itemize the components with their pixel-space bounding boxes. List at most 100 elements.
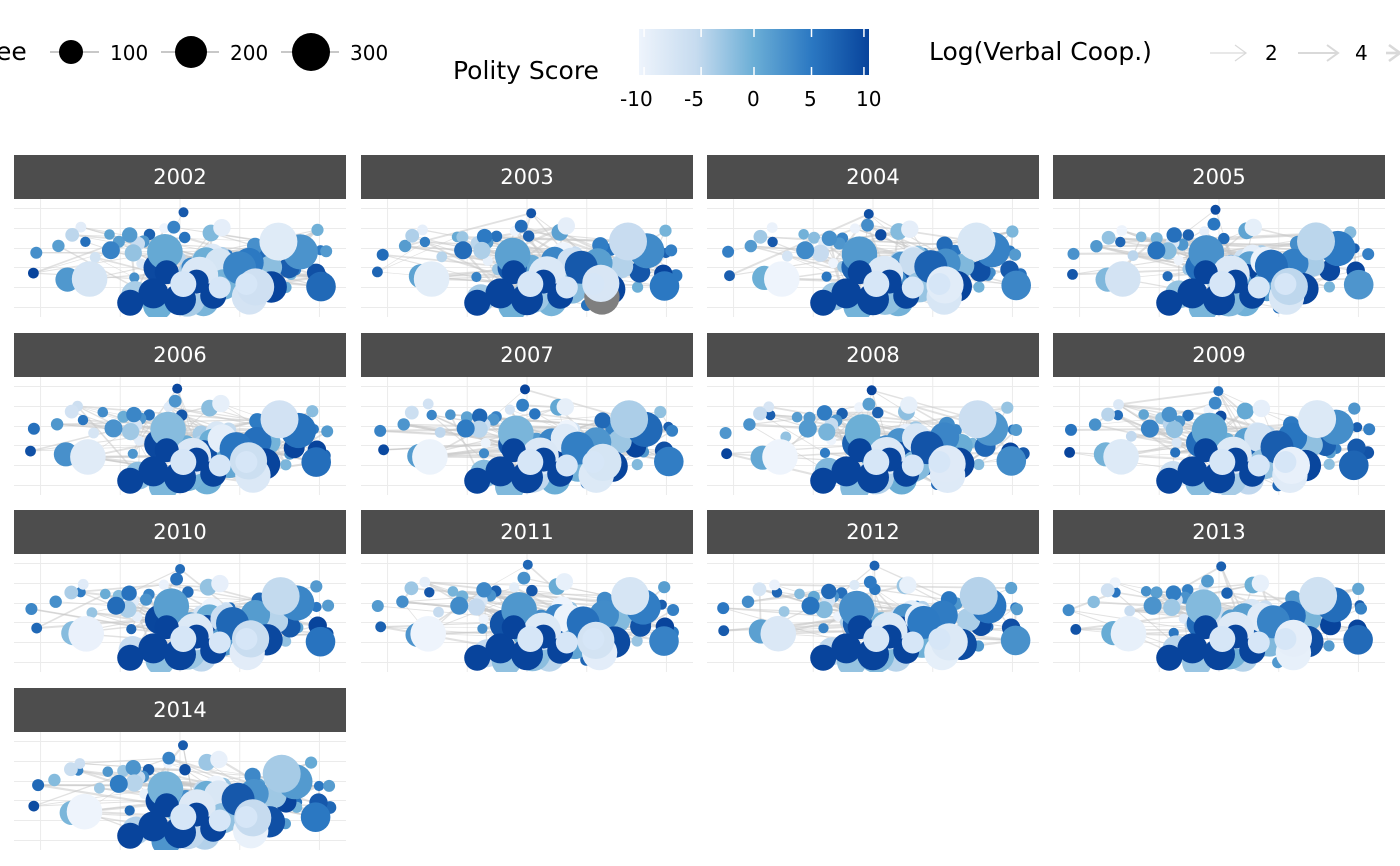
- size-legend-title: ee: [0, 37, 27, 66]
- facet-panel-2003: 2003: [361, 155, 693, 317]
- network-plot-2011: [361, 554, 693, 672]
- country-node: [1162, 271, 1173, 282]
- country-node: [1218, 232, 1230, 245]
- country-node: [1150, 586, 1163, 599]
- country-node: [410, 616, 446, 652]
- country-node: [766, 222, 778, 233]
- country-node: [1182, 409, 1194, 422]
- country-node: [794, 588, 805, 600]
- facet-strip-label: 2002: [14, 155, 346, 199]
- country-node: [1090, 240, 1103, 253]
- facet-panel-2004: 2004: [707, 155, 1039, 317]
- country-node: [433, 606, 444, 618]
- edge: [978, 429, 1017, 466]
- edge: [483, 564, 528, 591]
- edge: [128, 568, 181, 594]
- country-node: [1101, 407, 1115, 422]
- country-node: [1363, 423, 1376, 436]
- country-node: [65, 228, 80, 242]
- nodes: [28, 740, 337, 850]
- country-node: [117, 289, 144, 316]
- country-node: [936, 236, 953, 253]
- country-node: [526, 208, 537, 219]
- country-node: [208, 454, 231, 477]
- facet-strip-label: 2006: [14, 333, 346, 377]
- country-node: [1274, 628, 1297, 650]
- country-node: [1348, 402, 1361, 415]
- country-node: [476, 582, 492, 598]
- country-node: [1113, 399, 1124, 410]
- country-node: [722, 245, 735, 258]
- country-node: [1156, 289, 1183, 316]
- country-node: [179, 231, 191, 244]
- country-node: [1011, 603, 1023, 616]
- country-node: [235, 273, 258, 295]
- facet-strip-label: 2013: [1053, 510, 1385, 554]
- country-node: [719, 427, 732, 439]
- country-node: [821, 583, 837, 600]
- country-node: [153, 588, 190, 624]
- country-node: [77, 414, 89, 426]
- country-node: [436, 251, 448, 263]
- country-node: [741, 595, 755, 608]
- country-node: [1173, 255, 1184, 266]
- country-node: [129, 272, 140, 283]
- country-node: [31, 622, 43, 634]
- country-node: [426, 409, 437, 421]
- country-node: [478, 614, 489, 625]
- country-node: [516, 398, 529, 412]
- network-plot-2007: [361, 377, 693, 495]
- country-node: [654, 446, 684, 477]
- country-node: [609, 222, 647, 261]
- country-node: [1064, 447, 1075, 458]
- nodes: [717, 560, 1031, 672]
- edge: [1093, 600, 1153, 607]
- country-node: [419, 576, 431, 588]
- country-node: [490, 230, 503, 242]
- country-node: [210, 750, 228, 769]
- country-node: [811, 244, 829, 262]
- country-node: [555, 573, 574, 591]
- country-node: [143, 409, 155, 421]
- country-node: [170, 271, 197, 297]
- country-node: [306, 405, 319, 418]
- country-node: [1105, 261, 1141, 297]
- country-node: [1103, 439, 1139, 475]
- size-legend-keys: [50, 33, 339, 71]
- network-plot-2012: [707, 554, 1039, 672]
- country-node: [509, 582, 520, 593]
- network-plot-2002: [14, 199, 346, 317]
- country-node: [100, 588, 111, 600]
- country-node: [280, 635, 292, 647]
- country-node: [810, 467, 837, 494]
- country-node: [1156, 644, 1183, 671]
- edge: [841, 565, 875, 594]
- nodes: [25, 383, 334, 495]
- country-node: [1221, 587, 1233, 599]
- country-node: [485, 456, 516, 487]
- country-node: [1209, 449, 1236, 475]
- country-node: [320, 245, 333, 258]
- country-node: [147, 234, 183, 270]
- facet-strip-label: 2012: [707, 510, 1039, 554]
- country-node: [50, 418, 64, 431]
- country-node: [280, 459, 292, 471]
- edge: [79, 762, 253, 777]
- country-node: [162, 751, 176, 765]
- country-node: [138, 633, 169, 664]
- country-node: [305, 626, 336, 657]
- country-node: [235, 806, 258, 828]
- country-node: [818, 423, 836, 441]
- country-node: [396, 595, 409, 608]
- country-node: [667, 604, 680, 616]
- country-node: [1062, 604, 1075, 617]
- country-node: [520, 384, 530, 395]
- country-node: [306, 271, 336, 302]
- country-node: [467, 598, 486, 616]
- country-node: [818, 623, 829, 634]
- country-node: [517, 271, 544, 297]
- edge: [33, 251, 166, 274]
- country-node: [124, 805, 135, 816]
- country-node: [1299, 576, 1338, 615]
- country-node: [557, 217, 575, 235]
